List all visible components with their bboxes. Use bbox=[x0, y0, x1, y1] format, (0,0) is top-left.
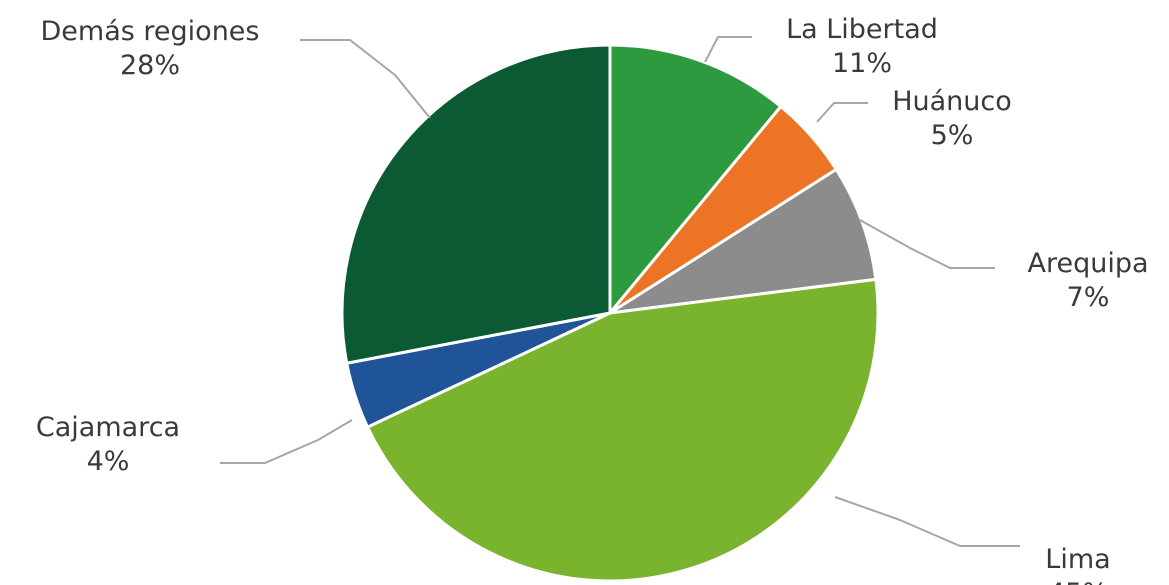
slice-label-arequipa: Arequipa bbox=[1027, 248, 1148, 279]
leader-line-lima bbox=[834, 496, 1020, 547]
leader-lines bbox=[220, 36, 1020, 547]
leader-line-cajamarca bbox=[220, 419, 353, 464]
leader-line-la-libertad bbox=[704, 36, 752, 63]
pie-slice-demas-regiones bbox=[340, 43, 612, 365]
slice-label-huanuco: Huánuco bbox=[892, 86, 1012, 117]
slice-value-label-la-libertad: 11% bbox=[832, 48, 892, 79]
leader-line-arequipa bbox=[859, 219, 995, 269]
slice-value-label-lima: 45% bbox=[1048, 578, 1108, 585]
slice-value-label-cajamarca: 4% bbox=[87, 446, 130, 477]
slice-value-label-arequipa: 7% bbox=[1067, 282, 1110, 313]
pie-slice-lima bbox=[366, 277, 880, 583]
leader-line-demas-regiones bbox=[300, 39, 431, 119]
pie-slices bbox=[340, 43, 880, 583]
slice-label-lima: Lima bbox=[1045, 544, 1110, 575]
slice-value-label-huanuco: 5% bbox=[931, 120, 974, 151]
leader-line-huanuco bbox=[816, 102, 868, 123]
slice-label-demas-regiones: Demás regiones bbox=[41, 16, 260, 47]
slice-label-la-libertad: La Libertad bbox=[786, 14, 938, 45]
slice-label-cajamarca: Cajamarca bbox=[36, 412, 180, 443]
pie-slice-la-libertad bbox=[608, 43, 783, 315]
slice-value-label-demas-regiones: 28% bbox=[120, 50, 180, 81]
